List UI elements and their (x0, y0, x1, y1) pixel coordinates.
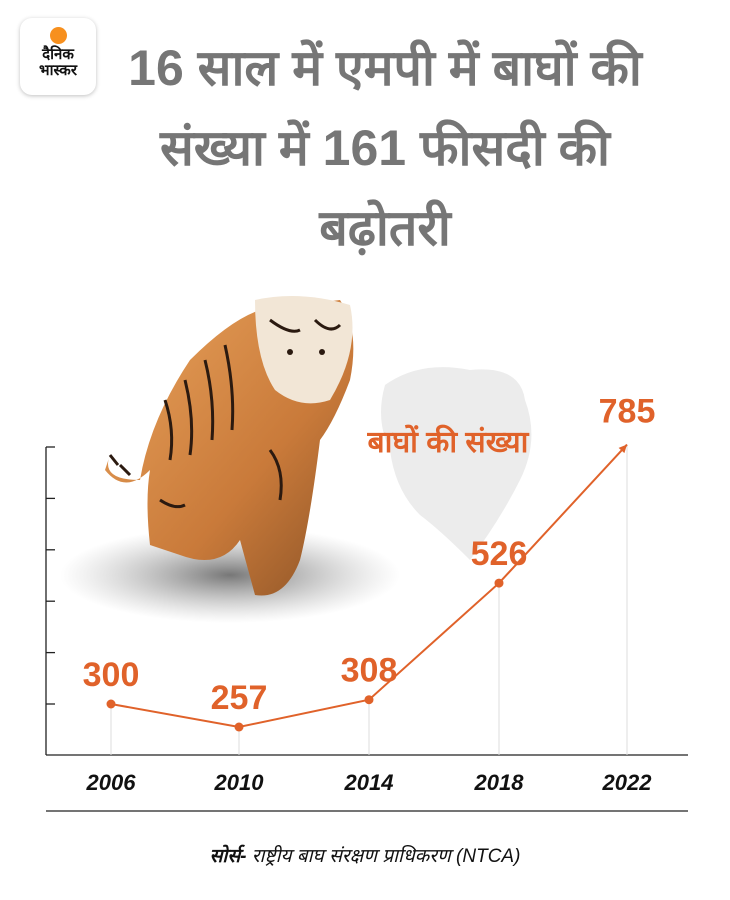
dainik-bhaskar-logo: दैनिक भास्कर (20, 18, 96, 95)
data-point (106, 699, 116, 709)
chart-marks: 300 257 308 526 785 (83, 393, 656, 732)
data-point (494, 578, 504, 588)
data-label: 526 (471, 535, 528, 573)
source-text: राष्ट्रीय बाघ संरक्षण प्राधिकरण (NTCA) (246, 846, 521, 867)
source-note: सोर्स- राष्ट्रीय बाघ संरक्षण प्राधिकरण (… (0, 842, 730, 868)
logo-line-2: भास्कर (39, 62, 77, 79)
logo-line-1: दैनिक (42, 46, 74, 63)
chart-axes: 2006 2010 2014 2018 2022 (45, 444, 688, 795)
data-point (234, 722, 244, 732)
source-label: सोर्स- (209, 846, 247, 867)
data-point (364, 695, 374, 705)
data-label: 257 (211, 679, 268, 717)
data-label: 300 (83, 656, 140, 694)
x-tick-label: 2010 (214, 770, 265, 795)
tiger-image (60, 296, 400, 623)
data-label: 308 (341, 652, 398, 690)
mp-map-shape (381, 367, 532, 560)
x-tick-label: 2006 (86, 770, 137, 795)
x-tick-label: 2022 (602, 770, 653, 795)
x-tick-label: 2018 (474, 770, 525, 795)
chart-title-line: बाघों की संख्या (367, 424, 530, 459)
data-label: 785 (599, 393, 656, 431)
page-title: 16 साल में एमपी में बाघों की संख्या में … (128, 40, 642, 256)
arrow-head (618, 444, 627, 454)
sun-icon (49, 27, 67, 44)
x-tick-label: 2014 (344, 770, 394, 795)
